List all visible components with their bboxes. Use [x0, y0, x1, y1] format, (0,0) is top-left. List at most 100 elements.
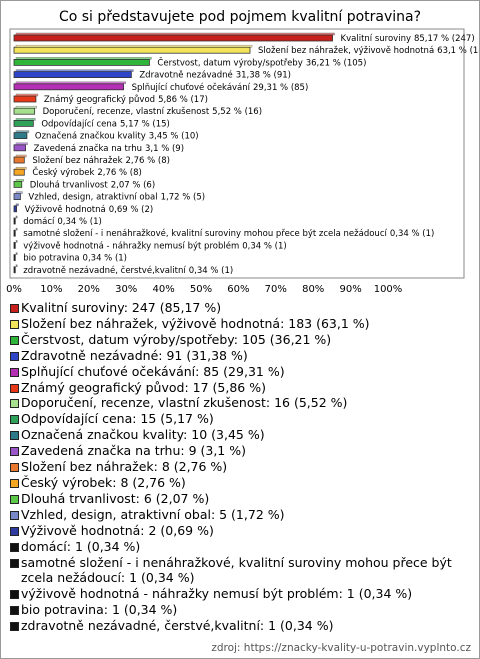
legend-text: zdravotně nezávadné, čerstvé,kvalitní: 1…	[21, 618, 334, 634]
legend-item: Odpovídající cena: 15 (5,17 %)	[9, 411, 471, 427]
legend-text: Složení bez náhražek, výživově hodnotná:…	[21, 315, 370, 331]
legend-item: Doporučení, recenze, vlastní zkušenost: …	[9, 395, 471, 411]
bar-label: Výživově hodnotná 0,69 % (2)	[25, 204, 154, 214]
bar-label-category: Složení bez náhražek	[32, 156, 122, 166]
bar	[13, 59, 150, 66]
bar-label: zdravotně nezávadné, čerstvé,kvalitní 0,3…	[23, 264, 233, 275]
bar-label: Známý geografický původ 5,86 % (17)	[44, 94, 208, 105]
legend-text: Složení bez náhražek: 8 (2,76 %)	[21, 459, 228, 475]
bar-label-category: Český výrobek	[32, 166, 94, 178]
legend-swatch	[10, 319, 19, 329]
bar-label-value: 1,72 % (5)	[161, 192, 205, 202]
x-tick-label: 50%	[190, 284, 212, 295]
bar-label: Splňující chuťové očekávání 29,31 % (85)	[132, 81, 309, 92]
bar-label-value: 0,34 % (1)	[57, 217, 101, 227]
bar-label-value: 5,86 % (17)	[158, 95, 208, 105]
bar-label: domácí 0,34 % (1)	[23, 217, 102, 227]
legend-item: samotné složení - i nenáhražkové, kvalit…	[9, 555, 471, 587]
x-tick-label: 60%	[227, 284, 249, 295]
legend-text: Doporučení, recenze, vlastní zkušenost: …	[21, 395, 348, 411]
bar	[13, 180, 23, 188]
bar-top	[15, 69, 134, 72]
bar-label-value: 29,31 % (85)	[253, 82, 308, 92]
bar	[13, 156, 25, 164]
bar-label: bio potravina 0,34 % (1)	[23, 253, 127, 263]
legend-item: Složení bez náhražek, výživově hodnotná:…	[9, 316, 471, 332]
legend-text: Splňující chuťové očekávání: 85 (29,31 %…	[21, 363, 285, 379]
bar-top	[15, 264, 18, 268]
legend-swatch	[10, 463, 19, 473]
x-tick-label: 90%	[339, 284, 361, 295]
legend-swatch	[10, 335, 19, 345]
legend-item: zdravotně nezávadné, čerstvé,kvalitní: 1…	[9, 618, 471, 634]
bar-label: Čerstvost, datum výroby/spotřeby 36,21 % …	[157, 56, 366, 68]
bar-label-category: Vzhled, design, atraktivní obal	[28, 192, 157, 202]
bar-top	[15, 166, 27, 170]
legend-swatch	[10, 383, 19, 393]
legend-item: Zdravotně nezávadné: 91 (31,38 %)	[9, 348, 471, 364]
bar-label-value: 2,76 % (8)	[126, 156, 170, 166]
bar-label: Český výrobek 2,76 % (8)	[32, 166, 142, 178]
legend-text: Odpovídající cena: 15 (5,17 %)	[21, 411, 214, 427]
bar-label-value: 5,17 % (15)	[120, 119, 170, 129]
bar-label-value: 3,1 % (9)	[145, 143, 184, 153]
bar-label-value: 0,34 % (1)	[390, 229, 434, 239]
legend-swatch	[10, 510, 19, 520]
legend-swatch	[10, 542, 19, 552]
bar-label-value: 0,34 % (1)	[242, 241, 286, 251]
legend-item: Vzhled, design, atraktivní obal: 5 (1,72…	[9, 507, 471, 523]
legend-swatch	[10, 447, 19, 457]
bar	[13, 46, 251, 54]
legend-swatch	[10, 431, 19, 441]
bar-label: Složení bez náhražek 2,76 % (8)	[32, 156, 170, 166]
bar-label-value: 2,76 % (8)	[97, 168, 141, 178]
bar-label: Doporučení, recenze, vlastní zkušenost 5,…	[43, 106, 262, 117]
legend-item: Čerstvost, datum výroby/spotřeby: 105 (3…	[9, 332, 471, 348]
legend-item: bio potravina: 1 (0,34 %)	[9, 602, 471, 618]
bar	[13, 144, 26, 152]
legend-swatch	[10, 606, 19, 616]
bar-top	[15, 227, 18, 231]
legend-swatch	[10, 478, 19, 488]
bar-label: Kvalitní suroviny 85,17 % (247)	[341, 34, 475, 44]
bar	[13, 120, 34, 127]
bar-top	[15, 240, 18, 243]
legend-text: Dlouhá trvanlivost: 6 (2,07 %)	[21, 490, 210, 506]
legend-swatch	[10, 367, 19, 377]
bar-top	[15, 44, 253, 48]
legend-swatch	[10, 494, 19, 504]
bar	[13, 83, 125, 91]
bar-top	[15, 142, 28, 146]
bar	[13, 241, 16, 249]
legend-text: výživově hodnotná - náhražky nemusí být …	[21, 586, 413, 602]
bar	[13, 229, 16, 237]
legend-item: Výživově hodnotná: 2 (0,69 %)	[9, 523, 471, 539]
bar-label-value: 0,69 % (2)	[109, 204, 153, 214]
bar-label-category: Složení bez náhražek, výživově hodnotná	[258, 46, 434, 56]
legend-item: Dlouhá trvanlivost: 6 (2,07 %)	[9, 491, 471, 507]
bar-label: samotné složení - i nenáhražkové, kvalit…	[23, 228, 434, 239]
bar-label-value: 0,34 % (1)	[189, 265, 233, 275]
chart-title: Co si představujete pod pojmem kvalitní …	[59, 9, 421, 25]
bar	[13, 34, 333, 42]
legend-swatch	[10, 351, 19, 361]
legend-swatch	[10, 622, 19, 632]
bar-label: Složení bez náhražek, výživově hodnotná 6…	[258, 46, 479, 56]
legend-item: Zavedená značka na trhu: 9 (3,1 %)	[9, 443, 471, 459]
legend-item: Označená značkou kvality: 10 (3,45 %)	[9, 427, 471, 443]
bar-label: Označená značkou kvality 3,45 % (10)	[35, 130, 199, 141]
legend-item: výživově hodnotná - náhražky nemusí být …	[9, 586, 471, 602]
bar-label-category: Čerstvost, datum výroby/spotřeby	[157, 56, 302, 68]
legend-text: samotné složení - i nenáhražkové, kvalit…	[21, 554, 452, 586]
legend-text: Zavedená značka na trhu: 9 (3,1 %)	[21, 443, 246, 459]
legend-swatch	[10, 304, 19, 313]
bar-top	[15, 81, 126, 85]
bar-label-value: 36,21 % (105)	[306, 58, 367, 68]
bar-top	[15, 57, 152, 60]
x-tick-label: 30%	[115, 284, 137, 295]
bar-top	[15, 130, 30, 133]
bar-label: výživově hodnotná - náhražky nemusí být …	[23, 240, 286, 251]
legend-item: Český výrobek: 8 (2,76 %)	[9, 475, 471, 491]
legend-text: Označená značkou kvality: 10 (3,45 %)	[21, 427, 265, 443]
